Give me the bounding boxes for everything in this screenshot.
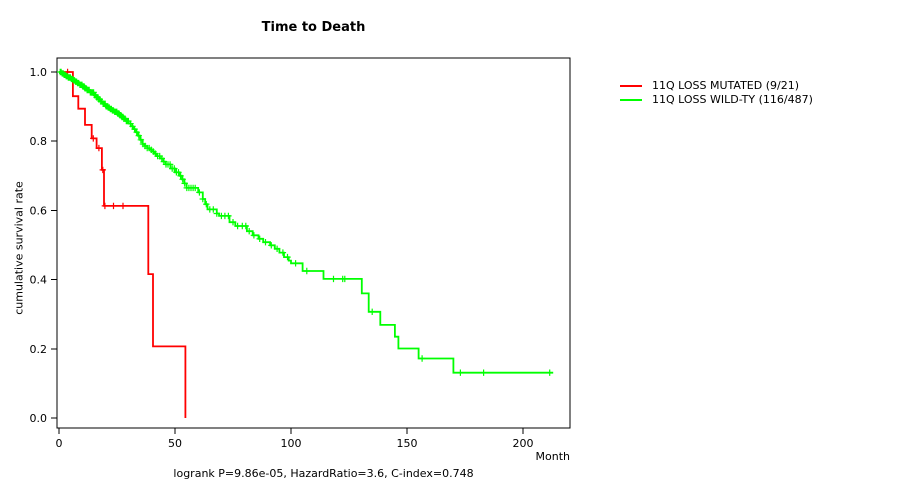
plot-box xyxy=(56,57,571,429)
x-tick-label: 0 xyxy=(56,437,63,450)
y-tick-label: 0.2 xyxy=(30,343,48,356)
x-tick-label: 200 xyxy=(513,437,534,450)
y-tick-label: 0.8 xyxy=(30,135,48,148)
x-tick-label: 50 xyxy=(168,437,182,450)
y-tick-label: 0.6 xyxy=(30,204,48,217)
km-curve-wildtype xyxy=(59,71,554,374)
chart-title: Time to Death xyxy=(261,20,366,35)
legend-item: 11Q LOSS WILD-TY (116/487) xyxy=(620,93,813,107)
legend-label: 11Q LOSS MUTATED (9/21) xyxy=(652,79,800,92)
legend-label: 11Q LOSS WILD-TY (116/487) xyxy=(652,93,813,106)
y-tick-label: 0.0 xyxy=(30,412,48,425)
y-axis-label: cumulative survival rate xyxy=(12,181,26,315)
legend-item: 11Q LOSS MUTATED (9/21) xyxy=(620,79,813,93)
legend-line-swatch xyxy=(620,85,642,87)
x-tick-label: 150 xyxy=(397,437,418,450)
legend-line-swatch xyxy=(620,99,642,101)
x-tick-label: 100 xyxy=(281,437,302,450)
km-curve-mutated xyxy=(59,71,187,418)
y-tick-label: 0.4 xyxy=(30,274,48,287)
censor-marks-wildtype xyxy=(57,68,553,376)
stats-caption: logrank P=9.86e-05, HazardRatio=3.6, C-i… xyxy=(173,467,474,480)
legend: 11Q LOSS MUTATED (9/21) 11Q LOSS WILD-TY … xyxy=(620,79,813,107)
censor-marks-mutated xyxy=(64,68,127,210)
y-tick-label: 1.0 xyxy=(30,66,48,79)
x-axis-label: Month xyxy=(535,450,570,463)
